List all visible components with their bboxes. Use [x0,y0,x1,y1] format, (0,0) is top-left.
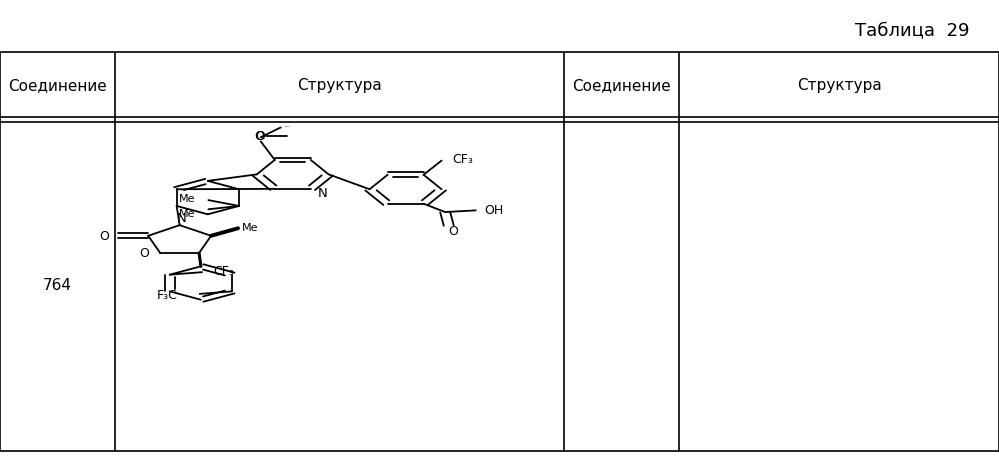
Text: CF₃: CF₃ [214,265,235,278]
Text: OH: OH [485,204,503,217]
Text: Me: Me [179,194,196,203]
Text: Соединение: Соединение [8,78,107,93]
Text: O: O [254,130,264,143]
Text: methoxy: methoxy [285,125,291,126]
Text: O: O [100,229,110,242]
Text: O: O [448,225,458,238]
Text: CF₃: CF₃ [453,153,473,166]
Text: 764: 764 [43,277,72,292]
Text: Структура: Структура [797,78,881,93]
Text: N: N [318,187,328,200]
Text: O: O [255,130,265,143]
Text: O: O [139,246,149,259]
Text: Me: Me [179,208,196,219]
Text: Соединение: Соединение [572,78,671,93]
Text: Me: Me [242,222,259,232]
Text: Структура: Структура [298,78,382,93]
Text: Таблица  29: Таблица 29 [854,21,969,39]
Text: F₃C: F₃C [157,289,178,302]
Text: N: N [177,211,187,224]
